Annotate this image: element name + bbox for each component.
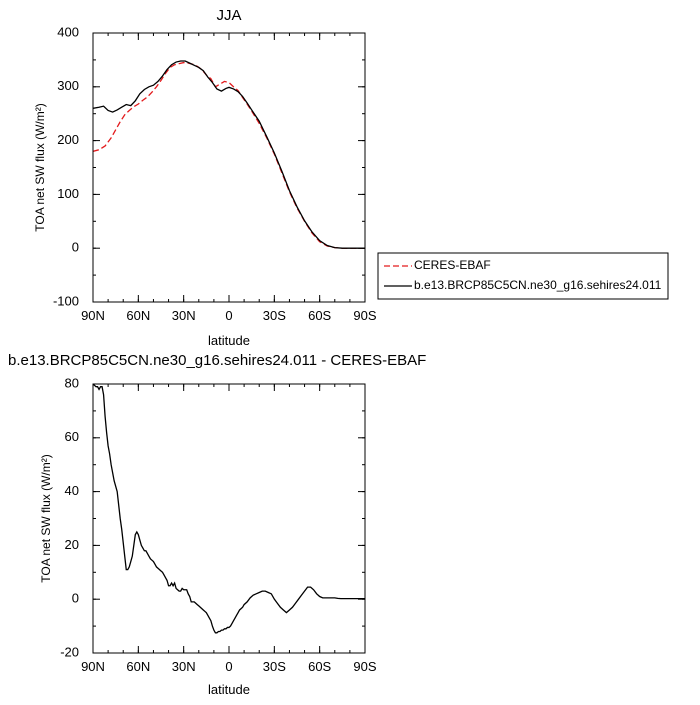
legend: CERES-EBAF b.e13.BRCP85C5CN.ne30_g16.sehi… xyxy=(377,252,669,300)
x-tick-label: 90S xyxy=(353,308,376,323)
x-tick-label: 60S xyxy=(308,659,331,674)
plot-frame xyxy=(92,383,366,654)
x-tick-label: 30S xyxy=(263,308,286,323)
x-tick-label: 30N xyxy=(172,659,196,674)
y-axis-label: TOA net SW flux (W/m²) xyxy=(39,454,53,582)
y-tick-label: 100 xyxy=(57,186,79,201)
series-line-2 xyxy=(93,60,365,249)
legend-box xyxy=(377,252,669,300)
x-tick-label: 0 xyxy=(225,308,232,323)
x-tick-label: 60N xyxy=(126,308,150,323)
chart-panel-2: b.e13.BRCP85C5CN.ne30_g16.sehires24.011 … xyxy=(8,352,426,697)
y-tick-label: 0 xyxy=(72,240,79,255)
x-tick-label: 90S xyxy=(353,659,376,674)
x-tick-label: 60N xyxy=(126,659,150,674)
y-tick-label: 60 xyxy=(65,429,79,444)
y-tick-label: -20 xyxy=(60,644,79,659)
x-tick-label: 30S xyxy=(263,659,286,674)
chart-title: JJA xyxy=(216,7,241,24)
y-tick-label: -100 xyxy=(53,293,79,308)
y-tick-label: 200 xyxy=(57,132,79,147)
x-tick-label: 60S xyxy=(308,308,331,323)
x-axis-label: latitude xyxy=(208,682,250,697)
x-tick-label: 90N xyxy=(81,659,105,674)
y-axis-label: TOA net SW flux (W/m²) xyxy=(33,103,47,231)
x-tick-label: 0 xyxy=(225,659,232,674)
y-tick-label: 0 xyxy=(72,591,79,606)
y-tick-label: 80 xyxy=(65,375,79,390)
chart-panel-1: JJA 90N 60N 30N 0 30S 60S 90S -100 0 100 200 300 400 l… xyxy=(33,7,377,348)
y-tick-label: 20 xyxy=(65,537,79,552)
y-tick-label: 400 xyxy=(57,24,79,39)
y-tick-label: 40 xyxy=(65,483,79,498)
plot-frame xyxy=(92,32,366,303)
series-line-1 xyxy=(93,61,365,249)
x-axis-label: latitude xyxy=(208,333,250,348)
x-tick-label: 30N xyxy=(172,308,196,323)
legend-label: b.e13.BRCP85C5CN.ne30_g16.sehires24.011 xyxy=(414,278,662,292)
y-tick-label: 300 xyxy=(57,78,79,93)
difference-line xyxy=(93,384,365,634)
chart-title: b.e13.BRCP85C5CN.ne30_g16.sehires24.011 … xyxy=(8,352,426,369)
legend-label: CERES-EBAF xyxy=(414,258,491,272)
x-tick-label: 90N xyxy=(81,308,105,323)
